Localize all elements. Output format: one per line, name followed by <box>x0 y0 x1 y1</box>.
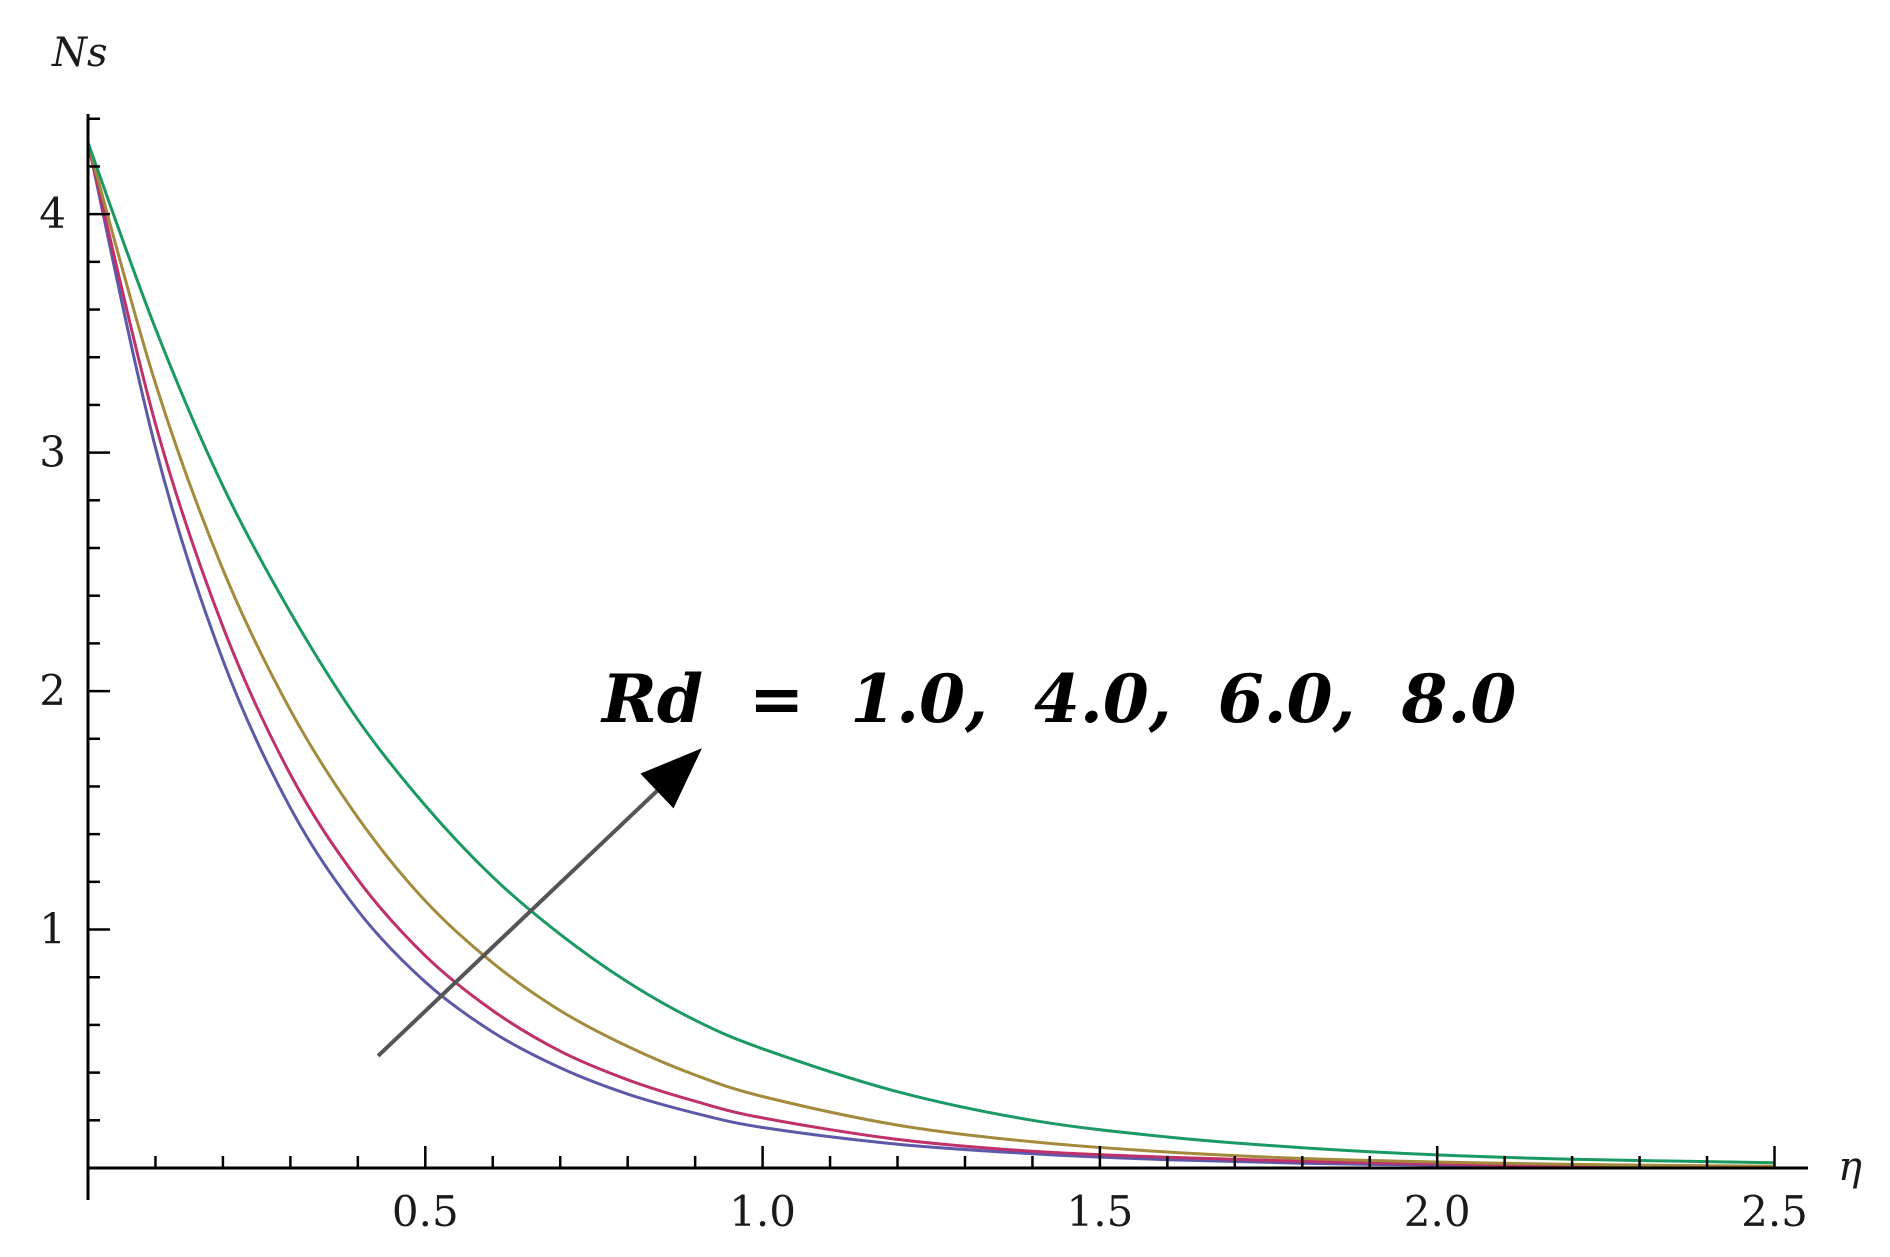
x-axis-label: η <box>1838 1144 1862 1190</box>
y-tick-label: 4 <box>39 189 66 238</box>
annotation-text: Rd = 1.0, 4.0, 6.0, 8.0 <box>600 660 1516 738</box>
y-tick-label: 3 <box>39 428 66 477</box>
y-tick-label: 1 <box>39 905 66 954</box>
axes: 0.5 1.0 1.5 2.0 2.5 1 2 3 4 Ns η <box>39 30 1862 1236</box>
x-tick-label: 2.0 <box>1404 1187 1471 1236</box>
annotation-arrow-shaft <box>376 789 659 1058</box>
series-layer <box>86 142 1775 1169</box>
x-tick-label: 1.0 <box>729 1187 796 1236</box>
y-axis-label: Ns <box>51 30 108 76</box>
series-line-3 <box>86 142 1775 1168</box>
y-tick-label: 2 <box>39 666 66 715</box>
series-line-1 <box>86 142 1775 1169</box>
annotation-arrow-head <box>640 748 702 809</box>
x-tick-label: 0.5 <box>392 1187 459 1236</box>
annotation-layer: Rd = 1.0, 4.0, 6.0, 8.0 <box>376 660 1516 1058</box>
x-tick-label: 1.5 <box>1067 1187 1134 1236</box>
x-tick-label: 2.5 <box>1741 1187 1808 1236</box>
series-line-4 <box>86 142 1775 1165</box>
series-line-2 <box>86 142 1775 1169</box>
